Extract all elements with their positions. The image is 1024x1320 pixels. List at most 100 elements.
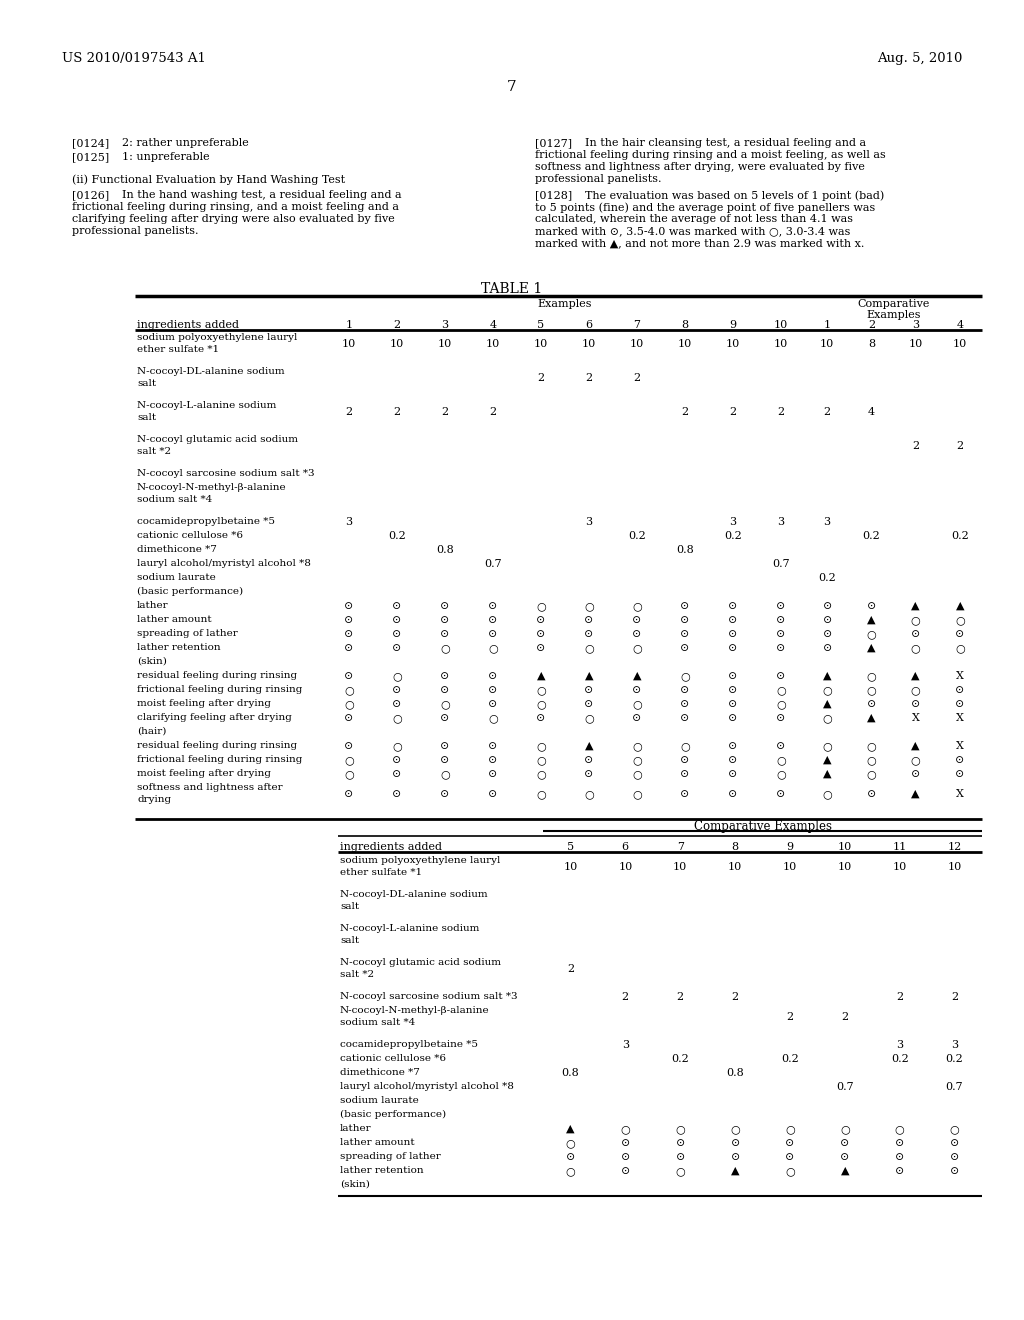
Text: ⊙: ⊙ (680, 630, 690, 639)
Text: ○: ○ (488, 643, 498, 653)
Text: ▲: ▲ (867, 643, 876, 653)
Text: ○: ○ (344, 700, 354, 709)
Text: 0.2: 0.2 (818, 573, 836, 583)
Text: ⊙: ⊙ (585, 630, 594, 639)
Text: lather retention: lather retention (340, 1166, 424, 1175)
Text: ○: ○ (822, 741, 831, 751)
Text: 8: 8 (867, 339, 874, 348)
Text: professional panelists.: professional panelists. (72, 226, 199, 236)
Text: 5: 5 (567, 842, 574, 851)
Text: ⊙: ⊙ (728, 713, 737, 723)
Text: (hair): (hair) (137, 727, 166, 737)
Text: ▲: ▲ (955, 601, 965, 611)
Text: ⊙: ⊙ (728, 700, 737, 709)
Text: ○: ○ (344, 685, 354, 696)
Text: X: X (956, 713, 964, 723)
Text: 10: 10 (728, 862, 742, 873)
Text: ○: ○ (776, 770, 785, 779)
Text: ⊙: ⊙ (392, 685, 401, 696)
Text: ○: ○ (632, 789, 642, 799)
Text: ⊙: ⊙ (537, 713, 546, 723)
Text: marked with ⊙, 3.5-4.0 was marked with ○, 3.0-3.4 was: marked with ⊙, 3.5-4.0 was marked with ○… (535, 226, 850, 236)
Text: ⊙: ⊙ (822, 630, 831, 639)
Text: 0.7: 0.7 (484, 558, 502, 569)
Text: ⊙: ⊙ (728, 741, 737, 751)
Text: ▲: ▲ (911, 789, 920, 799)
Text: ⊙: ⊙ (344, 601, 353, 611)
Text: 3: 3 (896, 1040, 903, 1049)
Text: ⊙: ⊙ (621, 1166, 630, 1176)
Text: ▲: ▲ (566, 1125, 574, 1134)
Text: ▲: ▲ (537, 671, 545, 681)
Text: ether sulfate *1: ether sulfate *1 (137, 345, 219, 354)
Text: ⊙: ⊙ (680, 755, 690, 766)
Text: ⊙: ⊙ (440, 755, 450, 766)
Text: ⊙: ⊙ (440, 685, 450, 696)
Text: (basic performance): (basic performance) (137, 587, 243, 597)
Text: ⊙: ⊙ (488, 630, 498, 639)
Text: N-cocoyl-DL-alanine sodium: N-cocoyl-DL-alanine sodium (340, 890, 487, 899)
Text: 10: 10 (563, 862, 578, 873)
Text: ⊙: ⊙ (585, 700, 594, 709)
Text: sodium polyoxyethylene lauryl: sodium polyoxyethylene lauryl (137, 333, 297, 342)
Text: ○: ○ (537, 755, 546, 766)
Text: Examples: Examples (538, 300, 592, 309)
Text: 0.8: 0.8 (561, 1068, 580, 1078)
Text: ⊙: ⊙ (344, 671, 353, 681)
Text: ⊙: ⊙ (776, 789, 785, 799)
Text: ○: ○ (537, 789, 546, 799)
Text: 2: 2 (681, 407, 688, 417)
Text: ⊙: ⊙ (950, 1138, 959, 1148)
Text: US 2010/0197543 A1: US 2010/0197543 A1 (62, 51, 206, 65)
Text: ○: ○ (822, 685, 831, 696)
Text: ⊙: ⊙ (392, 615, 401, 624)
Text: ○: ○ (910, 615, 921, 624)
Text: ○: ○ (584, 789, 594, 799)
Text: 9: 9 (729, 319, 736, 330)
Text: ⊙: ⊙ (585, 755, 594, 766)
Text: 2: 2 (567, 964, 574, 974)
Text: professional panelists.: professional panelists. (535, 174, 662, 183)
Text: ○: ○ (632, 601, 642, 611)
Text: ⊙: ⊙ (955, 685, 965, 696)
Text: 0.2: 0.2 (862, 531, 881, 541)
Text: 0.2: 0.2 (951, 531, 969, 541)
Text: dimethicone *7: dimethicone *7 (137, 545, 217, 554)
Text: [0126]: [0126] (72, 190, 110, 201)
Text: ○: ○ (537, 741, 546, 751)
Text: ⊙: ⊙ (344, 643, 353, 653)
Text: [0125]: [0125] (72, 152, 110, 162)
Text: 2: 2 (634, 374, 641, 383)
Text: 10: 10 (534, 339, 548, 348)
Text: 10: 10 (726, 339, 740, 348)
Text: ⊙: ⊙ (537, 615, 546, 624)
Text: 2: 2 (956, 441, 964, 451)
Text: ○: ○ (565, 1166, 575, 1176)
Text: 7: 7 (507, 81, 517, 94)
Text: ○: ○ (675, 1166, 685, 1176)
Text: ○: ○ (910, 755, 921, 766)
Text: ⊙: ⊙ (730, 1138, 739, 1148)
Text: ⊙: ⊙ (344, 741, 353, 751)
Text: sodium laurate: sodium laurate (340, 1096, 419, 1105)
Text: ⊙: ⊙ (840, 1152, 850, 1162)
Text: 2: 2 (896, 993, 903, 1002)
Text: ⊙: ⊙ (840, 1138, 850, 1148)
Text: ⊙: ⊙ (822, 601, 831, 611)
Text: ⊙: ⊙ (488, 685, 498, 696)
Text: softness and lightness after drying, were evaluated by five: softness and lightness after drying, wer… (535, 162, 865, 172)
Text: lather: lather (340, 1125, 372, 1133)
Text: ○: ○ (632, 770, 642, 779)
Text: ⊙: ⊙ (680, 770, 690, 779)
Text: 10: 10 (893, 862, 907, 873)
Text: ▲: ▲ (867, 713, 876, 723)
Text: ○: ○ (785, 1125, 795, 1134)
Text: 4: 4 (489, 319, 497, 330)
Text: ⊙: ⊙ (585, 615, 594, 624)
Text: 2: 2 (489, 407, 497, 417)
Text: ⊙: ⊙ (680, 685, 690, 696)
Text: ⊙: ⊙ (680, 601, 690, 611)
Text: ○: ○ (895, 1125, 904, 1134)
Text: ⊙: ⊙ (776, 643, 785, 653)
Text: 10: 10 (678, 339, 692, 348)
